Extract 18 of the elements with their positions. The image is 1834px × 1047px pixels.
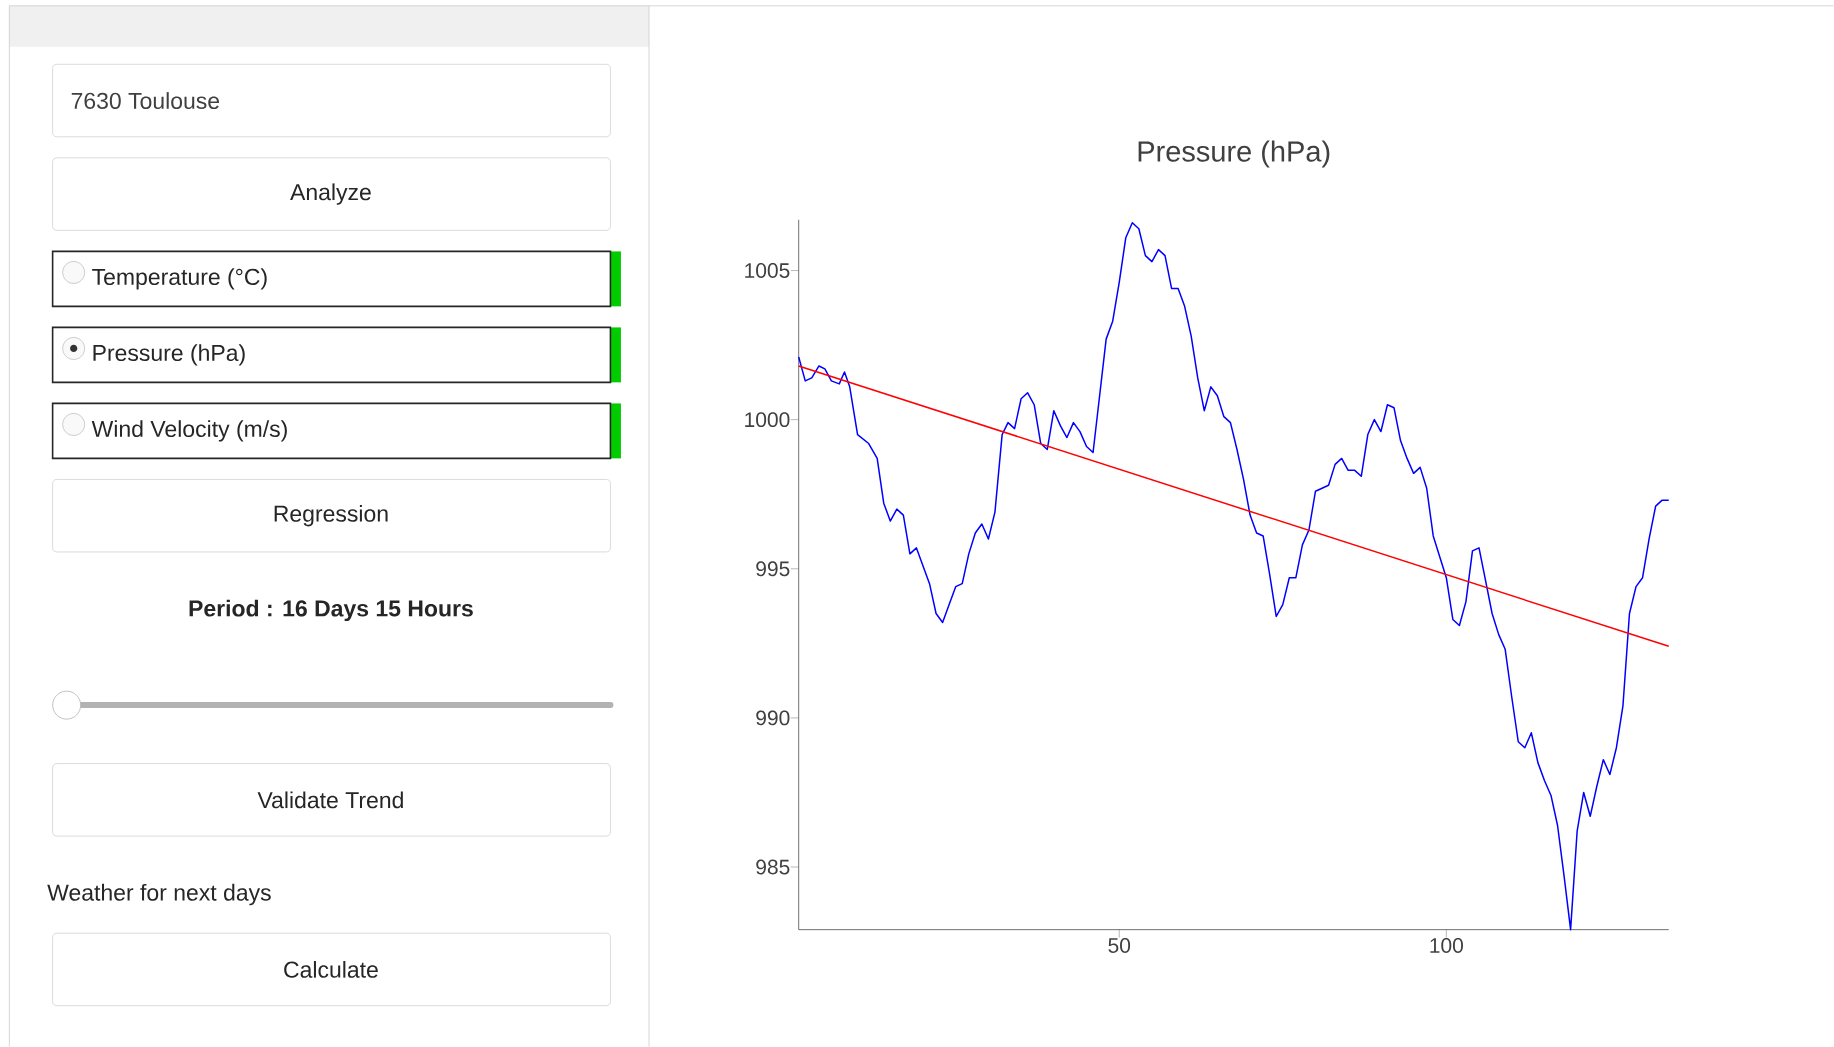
text: Validate Trend — [257, 791, 403, 809]
text: Period : 16 Days 15 Hours — [189, 599, 473, 622]
text: 7630 Toulouse — [71, 92, 220, 109]
y-tick-label: 1000 — [745, 412, 790, 428]
x-tick-label: 50 — [1108, 938, 1131, 953]
text: Analyze — [290, 183, 371, 205]
chart-title: Pressure (hPa) — [1138, 140, 1330, 168]
text: Wind Velocity (m/s) — [91, 420, 287, 442]
text: Regression — [274, 504, 388, 527]
y-tick-label: 990 — [756, 710, 790, 726]
text: Pressure (hPa) — [93, 344, 245, 366]
y-tick-label: 1005 — [745, 263, 790, 278]
text: Temperature (°C) — [92, 268, 267, 290]
text: Calculate — [284, 960, 378, 978]
y-tick-label: 985 — [756, 859, 790, 875]
y-tick-label: 995 — [756, 561, 790, 577]
text: Weather for next days — [47, 883, 271, 906]
x-tick-label: 100 — [1430, 938, 1463, 953]
